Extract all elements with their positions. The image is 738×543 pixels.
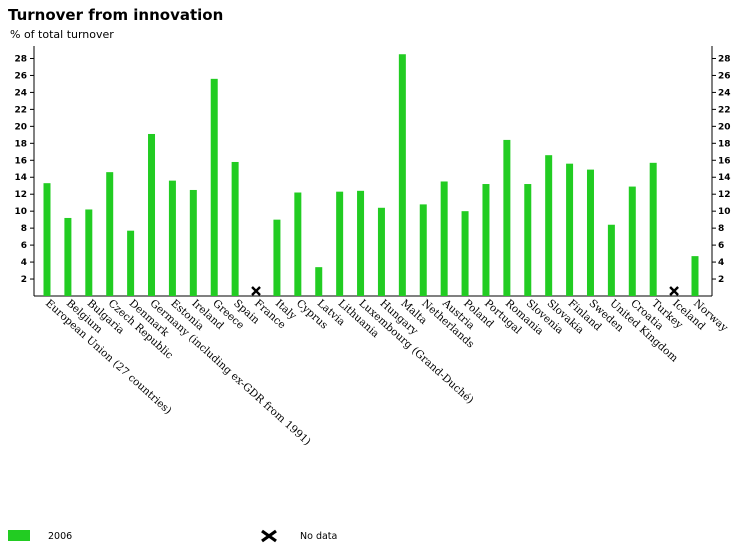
- bar: [85, 209, 93, 296]
- bar: [398, 54, 406, 296]
- y-tick-label-left: 8: [21, 224, 27, 234]
- bar: [231, 161, 239, 296]
- bar: [586, 169, 594, 296]
- y-tick-label-right: 2: [718, 275, 724, 285]
- y-tick-label-left: 12: [14, 190, 27, 200]
- bar: [168, 180, 176, 296]
- bar: [545, 155, 553, 296]
- legend-no-data-icon: [261, 529, 277, 543]
- bar: [148, 133, 156, 296]
- y-tick-label-left: 10: [14, 207, 27, 217]
- y-tick-label-right: 18: [718, 139, 731, 149]
- bar: [336, 191, 344, 296]
- y-tick-label-left: 18: [14, 139, 27, 149]
- no-data-icon: [251, 286, 261, 296]
- chart-title: Turnover from innovation: [8, 6, 224, 24]
- category-labels: European Union (27 countries)BelgiumBulg…: [43, 297, 730, 448]
- y-tick-label-right: 28: [718, 54, 731, 64]
- y-tick-label-left: 4: [21, 258, 27, 268]
- bar: [64, 217, 72, 296]
- y-tick-label-left: 26: [14, 71, 27, 81]
- legend-swatch-2006: [8, 530, 30, 541]
- y-tick-label-right: 6: [718, 241, 724, 251]
- y-tick-label-left: 16: [14, 156, 27, 166]
- y-tick-label-left: 22: [14, 105, 27, 115]
- no-data-marker: [669, 286, 679, 296]
- bar: [566, 163, 574, 296]
- bar: [43, 183, 51, 296]
- bars: [43, 54, 699, 297]
- bar: [273, 219, 281, 296]
- legend-label-no-data: No data: [300, 531, 337, 542]
- bar: [628, 186, 636, 296]
- bar: [210, 78, 218, 297]
- legend-label-2006: 2006: [48, 531, 72, 542]
- legend: 2006 No data: [8, 529, 337, 543]
- y-tick-label-left: 20: [14, 122, 27, 132]
- y-tick-label-left: 6: [21, 241, 27, 251]
- y-tick-label-left: 2: [21, 275, 27, 285]
- bar: [524, 184, 532, 296]
- bar: [503, 139, 511, 296]
- bar: [607, 224, 615, 296]
- bar: [294, 192, 302, 296]
- y-tick-label-right: 24: [718, 88, 731, 98]
- y-tick-label-right: 20: [718, 122, 731, 132]
- bar: [419, 204, 427, 296]
- y-tick-label-left: 28: [14, 54, 27, 64]
- y-tick-label-right: 16: [718, 156, 731, 166]
- y-tick-label-right: 12: [718, 190, 731, 200]
- bar: [649, 162, 657, 296]
- no-data-marker: [251, 286, 261, 296]
- y-tick-label-left: 24: [14, 88, 27, 98]
- bar: [377, 207, 385, 296]
- y-tick-label-right: 22: [718, 105, 731, 115]
- bar: [189, 189, 197, 296]
- y-tick-label-right: 4: [718, 258, 724, 268]
- bar: [315, 267, 323, 296]
- bar: [357, 190, 365, 296]
- bar: [461, 211, 469, 296]
- y-tick-label-right: 8: [718, 224, 724, 234]
- bar: [127, 230, 135, 296]
- chart-subtitle: % of total turnover: [10, 28, 114, 41]
- y-tick-label-right: 26: [718, 71, 731, 81]
- bar: [482, 184, 490, 296]
- bar: [691, 256, 699, 296]
- no-data-icon: [669, 286, 679, 296]
- y-tick-label-left: 14: [14, 173, 27, 183]
- bar: [106, 172, 114, 296]
- bar: [440, 181, 448, 296]
- y-tick-label-right: 10: [718, 207, 731, 217]
- y-tick-label-right: 14: [718, 173, 731, 183]
